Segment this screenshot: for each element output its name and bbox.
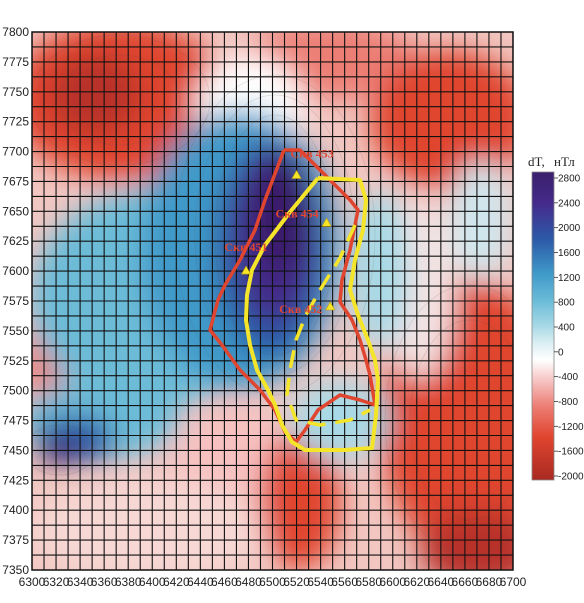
well-label: Скв 453: [291, 146, 334, 160]
x-tick-label: 6300: [19, 575, 46, 589]
well-marker-icon: [325, 301, 336, 311]
x-tick-label: 6320: [43, 575, 70, 589]
colorbar-tick-label: -1200: [558, 422, 584, 433]
x-tick-label: 6380: [115, 575, 142, 589]
colorbar-tick-label: 2400: [558, 198, 581, 209]
colorbar-ramp: [531, 171, 555, 481]
y-tick-label: 7575: [2, 294, 29, 308]
well-label: Скв 454: [276, 206, 319, 220]
x-tick-label: 6480: [235, 575, 262, 589]
y-tick-label: 7400: [2, 503, 29, 517]
yellow-dashed-outline: [285, 224, 371, 427]
y-tick-label: 7700: [2, 145, 29, 159]
y-tick-label: 7475: [2, 414, 29, 428]
colorbar-tick-label: -2000: [558, 472, 584, 483]
x-tick-label: 6360: [91, 575, 118, 589]
colorbar-tick-label: -800: [558, 397, 578, 408]
x-tick-label: 6580: [355, 575, 382, 589]
colorbar-tick-label: 1600: [558, 248, 581, 259]
y-tick-label: 7625: [2, 234, 29, 248]
well-marker-icon: [291, 169, 302, 179]
x-tick-label: 6400: [139, 575, 166, 589]
colorbar-tick-label: 0: [558, 347, 564, 358]
x-tick-label: 6420: [163, 575, 190, 589]
colorbar-tick-label: 800: [558, 298, 575, 309]
x-tick-label: 6600: [379, 575, 406, 589]
colorbar-tick-label: 2000: [558, 223, 581, 234]
y-tick-label: 7500: [2, 384, 29, 398]
x-tick-label: 6520: [283, 575, 310, 589]
x-tick-label: 6460: [211, 575, 238, 589]
y-tick-label: 7375: [2, 533, 29, 547]
y-tick-label: 7450: [2, 443, 29, 457]
x-axis-ticks: 6300632063406360638064006420644064606480…: [19, 575, 527, 589]
x-tick-label: 6640: [427, 575, 454, 589]
y-tick-label: 7350: [2, 563, 29, 577]
colorbar-tick-label: 1200: [558, 273, 581, 284]
y-tick-label: 7525: [2, 354, 29, 368]
y-tick-label: 7425: [2, 473, 29, 487]
red-outline: [208, 148, 377, 444]
y-tick-label: 7675: [2, 174, 29, 188]
colorbar: dT, нТл 2800 2400 2000 1600 1200 800 400 0 -400 -…: [528, 154, 584, 483]
well-label: Скв 452: [279, 302, 322, 316]
plot-frame: [31, 31, 514, 571]
x-tick-label: 6540: [307, 575, 334, 589]
y-tick-label: 7800: [2, 25, 29, 39]
colorbar-label-main: dT,: [528, 154, 545, 169]
well-marker-icon: [241, 265, 252, 275]
y-tick-label: 7750: [2, 85, 29, 99]
colorbar-tick-label: -400: [558, 372, 578, 383]
x-tick-label: 6500: [259, 575, 286, 589]
colorbar-tick-label: 2800: [558, 174, 581, 185]
colorbar-label-unit: нТл: [554, 154, 575, 169]
y-tick-label: 7600: [2, 264, 29, 278]
x-tick-label: 6440: [187, 575, 214, 589]
x-tick-label: 6660: [452, 575, 479, 589]
x-tick-label: 6680: [476, 575, 503, 589]
well-label: Скв 451: [225, 240, 268, 254]
y-tick-label: 7550: [2, 324, 29, 338]
x-tick-label: 6700: [500, 575, 527, 589]
grid-lines: [32, 32, 513, 570]
x-tick-label: 6560: [331, 575, 358, 589]
well-markers: Скв 453 Скв 454 Скв 451 Скв 452: [225, 146, 336, 316]
y-tick-label: 7650: [2, 204, 29, 218]
colorbar-tick-label: -1600: [558, 447, 584, 458]
y-axis-ticks: 7800 7775 7750 7725 7700 7675 7650 7625 7600 7575…: [2, 25, 29, 577]
x-tick-label: 6620: [403, 575, 430, 589]
outlines: [208, 148, 380, 452]
well-marker-icon: [321, 217, 332, 227]
yellow-outline: [244, 176, 380, 452]
colorbar-tick-label: 400: [558, 323, 575, 334]
x-tick-label: 6340: [67, 575, 94, 589]
y-tick-label: 7725: [2, 115, 29, 129]
y-tick-label: 7775: [2, 55, 29, 69]
